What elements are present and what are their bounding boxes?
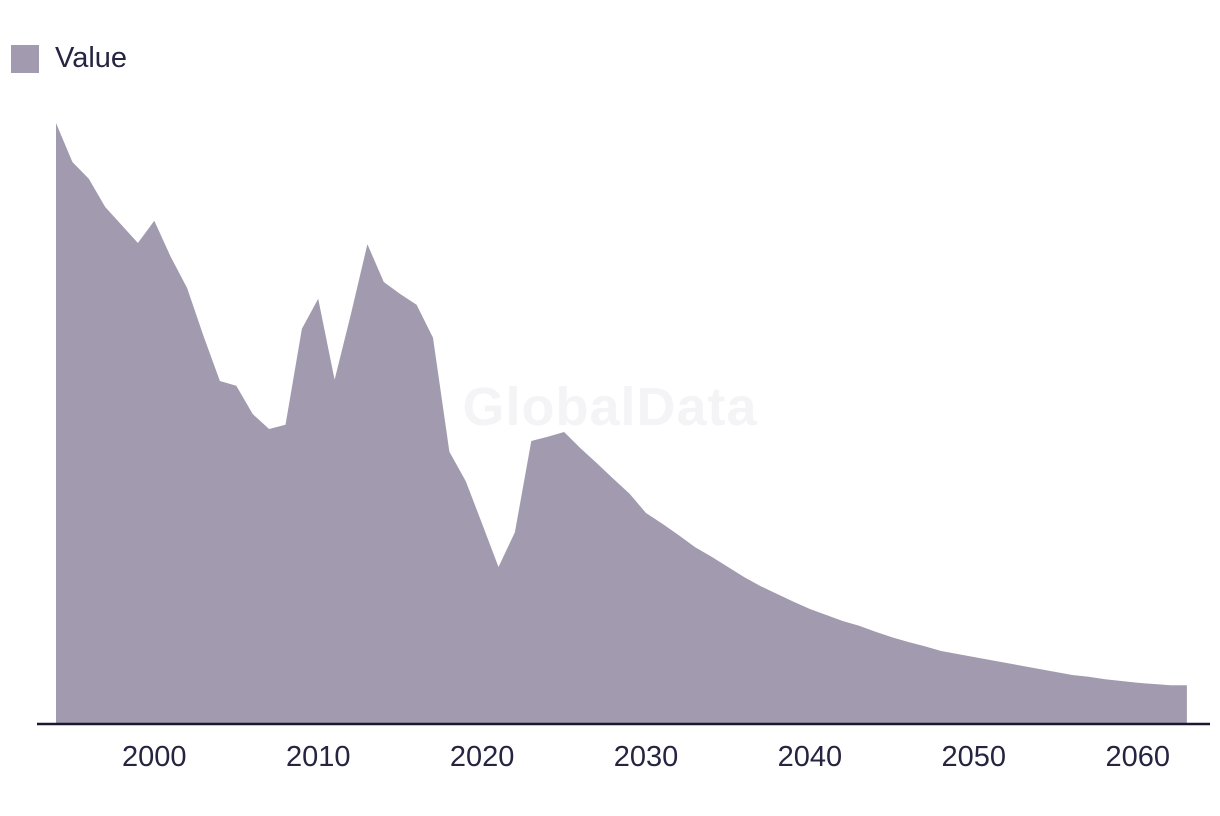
- x-tick-label-2010: 2010: [286, 741, 351, 773]
- x-tick-label-2040: 2040: [778, 741, 843, 773]
- legend-item-value[interactable]: Value: [11, 44, 127, 73]
- series-area[interactable]: [56, 123, 1187, 723]
- legend-label: Value: [55, 42, 128, 74]
- x-axis-ticks: 2000 2010 2020 2030 2040 2050 2060: [122, 741, 1170, 773]
- x-tick-label-2060: 2060: [1105, 741, 1170, 773]
- x-tick-label-2020: 2020: [450, 741, 515, 773]
- x-tick-label-2050: 2050: [942, 741, 1007, 773]
- globaldata-watermark: GlobalData: [462, 377, 758, 437]
- legend-swatch: [11, 44, 39, 73]
- x-tick-label-2000: 2000: [122, 741, 187, 773]
- x-tick-label-2030: 2030: [614, 741, 679, 773]
